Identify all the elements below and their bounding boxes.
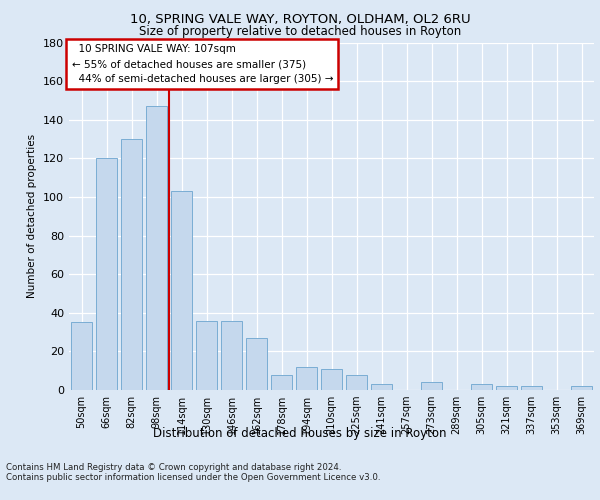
Bar bbox=[221, 320, 242, 390]
Y-axis label: Number of detached properties: Number of detached properties bbox=[28, 134, 37, 298]
Bar bbox=[271, 374, 292, 390]
Bar bbox=[121, 139, 142, 390]
Bar bbox=[421, 382, 442, 390]
Bar bbox=[171, 191, 192, 390]
Bar bbox=[571, 386, 592, 390]
Text: Contains HM Land Registry data © Crown copyright and database right 2024.: Contains HM Land Registry data © Crown c… bbox=[6, 462, 341, 471]
Bar bbox=[96, 158, 117, 390]
Bar bbox=[496, 386, 517, 390]
Text: 10, SPRING VALE WAY, ROYTON, OLDHAM, OL2 6RU: 10, SPRING VALE WAY, ROYTON, OLDHAM, OL2… bbox=[130, 12, 470, 26]
Bar bbox=[371, 384, 392, 390]
Text: 10 SPRING VALE WAY: 107sqm
← 55% of detached houses are smaller (375)
  44% of s: 10 SPRING VALE WAY: 107sqm ← 55% of deta… bbox=[71, 44, 333, 84]
Bar bbox=[296, 367, 317, 390]
Text: Distribution of detached houses by size in Royton: Distribution of detached houses by size … bbox=[153, 428, 447, 440]
Text: Size of property relative to detached houses in Royton: Size of property relative to detached ho… bbox=[139, 25, 461, 38]
Text: Contains public sector information licensed under the Open Government Licence v3: Contains public sector information licen… bbox=[6, 472, 380, 482]
Bar bbox=[321, 369, 342, 390]
Bar bbox=[521, 386, 542, 390]
Bar bbox=[246, 338, 267, 390]
Bar bbox=[196, 320, 217, 390]
Bar bbox=[146, 106, 167, 390]
Bar bbox=[471, 384, 492, 390]
Bar bbox=[71, 322, 92, 390]
Bar bbox=[346, 374, 367, 390]
